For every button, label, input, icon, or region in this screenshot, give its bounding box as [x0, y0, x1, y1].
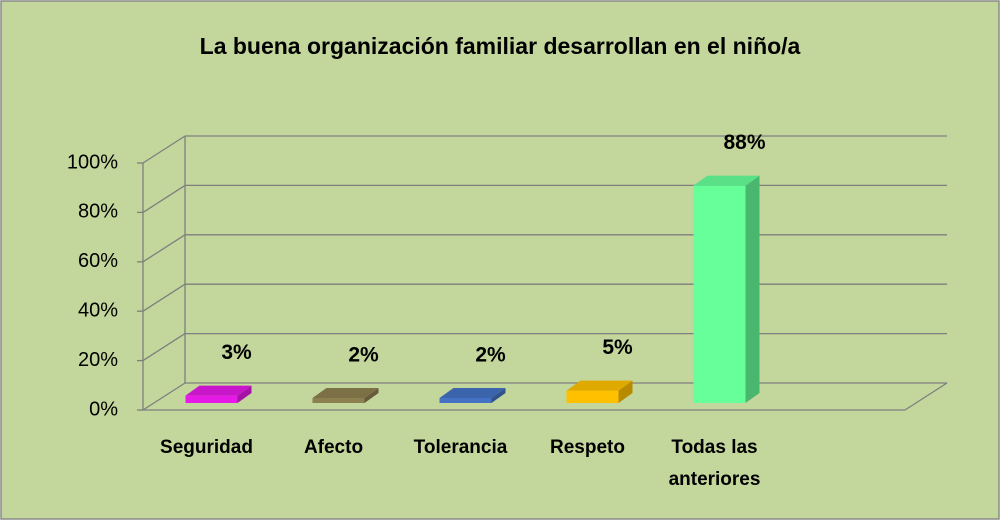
bar	[693, 175, 760, 403]
bar-face	[566, 380, 633, 391]
bar-face	[312, 388, 379, 399]
grid-line	[142, 184, 186, 213]
y-tick-label: 80%	[78, 201, 118, 223]
bar	[566, 380, 633, 403]
x-tick-label: Afecto	[304, 437, 363, 458]
y-tick-label: 40%	[78, 299, 118, 321]
x-tick-label: Respeto	[550, 437, 625, 458]
bar-face	[312, 398, 365, 403]
bar-face	[364, 388, 379, 403]
bar-face	[566, 390, 619, 403]
x-tick-label: Tolerancia	[414, 437, 508, 458]
bar-face	[491, 388, 506, 403]
bar-face	[185, 395, 238, 403]
x-tick-label: Todas las anteriores	[669, 437, 761, 490]
grid-line	[142, 382, 186, 411]
bar	[439, 388, 506, 403]
data-label: 5%	[602, 336, 633, 359]
bar-face	[185, 385, 252, 396]
data-label: 2%	[475, 344, 506, 367]
bar-face	[745, 175, 760, 403]
chart-title: La buena organización familiar desarroll…	[200, 33, 801, 59]
bar	[312, 388, 379, 403]
x-tick-label: Seguridad	[160, 437, 253, 458]
grid-line	[142, 135, 186, 164]
grid-line	[142, 234, 186, 263]
data-label: 88%	[723, 131, 765, 154]
grid-line	[142, 283, 186, 312]
bar-face	[618, 380, 633, 403]
y-tick-label: 60%	[78, 250, 118, 272]
grid-line	[142, 333, 186, 362]
y-tick-label: 100%	[67, 151, 118, 173]
bar-face	[693, 185, 746, 403]
bar-face	[439, 388, 506, 399]
y-tick-label: 20%	[78, 349, 118, 371]
floor-edge	[904, 382, 948, 411]
data-label: 3%	[221, 341, 252, 364]
bar-face	[693, 175, 760, 186]
bar	[185, 385, 252, 403]
y-tick-label: 0%	[89, 398, 118, 420]
bar-face	[237, 385, 252, 403]
bar-face	[439, 398, 492, 403]
data-label: 2%	[348, 344, 379, 367]
